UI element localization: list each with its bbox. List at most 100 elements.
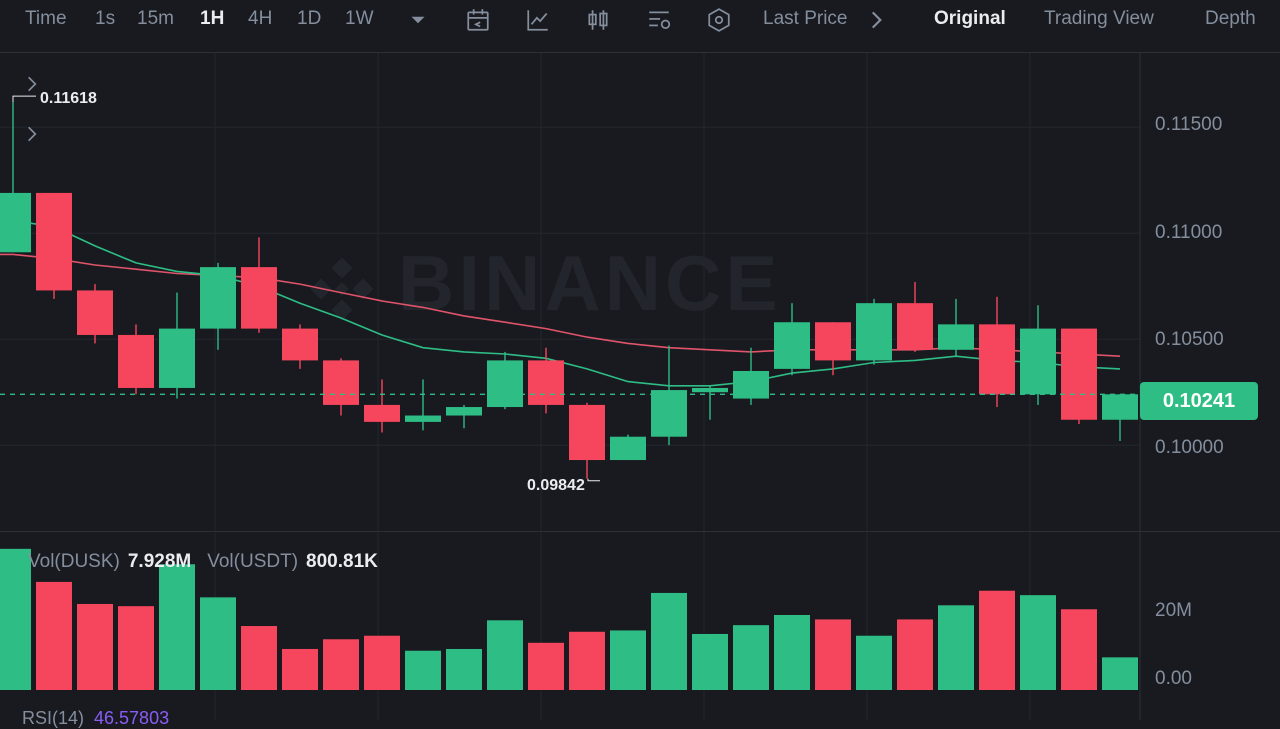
- rsi-legend: RSI(14) 46.57803: [22, 708, 169, 729]
- candle-body: [774, 322, 810, 369]
- expand-overlay-icon[interactable]: [22, 124, 42, 144]
- volume-bar-down: [815, 619, 851, 690]
- candle-body: [200, 267, 236, 329]
- view-original-tab[interactable]: Original: [934, 8, 1006, 29]
- interval-1s[interactable]: 1s: [95, 8, 116, 29]
- candle-up: [1102, 394, 1138, 441]
- candle-body: [118, 334, 154, 388]
- candle-body: [36, 192, 72, 291]
- interval-dropdown-icon[interactable]: [404, 6, 432, 34]
- candle-up: [0, 102, 31, 253]
- candlestick-icon[interactable]: [584, 6, 612, 34]
- candle-body: [364, 404, 400, 422]
- hexagon-settings-icon[interactable]: [705, 6, 733, 34]
- interval-1d[interactable]: 1D: [297, 8, 322, 29]
- candle-up: [200, 262, 236, 350]
- candle-body: [405, 415, 441, 422]
- view-depth-tab[interactable]: Depth: [1205, 8, 1256, 29]
- candle-body: [159, 328, 195, 388]
- candle-down: [569, 402, 605, 479]
- candle-down: [528, 347, 564, 414]
- volume-bar-up: [487, 620, 523, 690]
- candle-body: [323, 360, 359, 405]
- volume-bars-layer: [0, 548, 1138, 690]
- candle-up: [159, 292, 195, 399]
- time-button[interactable]: Time: [25, 8, 67, 29]
- volume-bar-up: [200, 597, 236, 690]
- line-chart-icon[interactable]: [524, 6, 552, 34]
- vol-base-label: Vol(DUSK): [28, 551, 120, 572]
- volume-bar-down: [282, 648, 318, 690]
- interval-1h[interactable]: 1H: [200, 8, 225, 29]
- volume-bar-down: [528, 642, 564, 690]
- interval-4h[interactable]: 4H: [248, 8, 273, 29]
- calendar-icon[interactable]: [464, 6, 492, 34]
- candle-body: [938, 324, 974, 350]
- candle-up: [692, 385, 728, 420]
- candle-body: [1020, 328, 1056, 395]
- candle-up: [774, 303, 810, 376]
- volume-bar-up: [938, 605, 974, 690]
- candle-body: [528, 360, 564, 405]
- price-axis-label: 0.11000: [1155, 222, 1223, 243]
- volume-axis-label: 20M: [1155, 600, 1192, 621]
- candle-body: [487, 360, 523, 408]
- candle-body: [1102, 394, 1138, 420]
- vol-quote-value: 800.81K: [306, 551, 378, 572]
- candle-down: [36, 192, 72, 299]
- volume-bar-down: [241, 626, 277, 690]
- view-tradingview-tab[interactable]: Trading View: [1044, 8, 1154, 29]
- candle-up: [405, 379, 441, 431]
- candle-down: [241, 237, 277, 333]
- last-price-selector[interactable]: Last Price: [763, 8, 848, 29]
- candle-up: [733, 347, 769, 405]
- candle-down: [979, 296, 1015, 408]
- toolbar-divider: [0, 52, 1280, 53]
- volume-bar-up: [651, 592, 687, 690]
- candle-down: [897, 281, 933, 352]
- volume-bar-up: [0, 548, 31, 690]
- volume-bar-down: [569, 631, 605, 690]
- candle-body: [1061, 328, 1097, 420]
- volume-bar-up: [1102, 657, 1138, 690]
- candle-up: [487, 351, 523, 410]
- candle-body: [856, 303, 892, 361]
- candle-body: [610, 436, 646, 461]
- interval-15m[interactable]: 15m: [137, 8, 174, 29]
- volume-legend: Vol(DUSK) 7.928M Vol(USDT) 800.81K: [28, 551, 394, 573]
- high-price-annotation: 0.11618: [40, 90, 97, 107]
- candle-body: [446, 407, 482, 416]
- interval-1w[interactable]: 1W: [345, 8, 374, 29]
- rsi-value: 46.57803: [94, 708, 170, 728]
- binance-watermark: BINANCE: [300, 238, 781, 331]
- toolbar: Time 1s 15m 1H 4H 1D 1W Last Price Origi…: [0, 0, 1280, 40]
- candle-body: [282, 328, 318, 361]
- candle-body: [77, 290, 113, 335]
- low-price-annotation: 0.09842: [527, 477, 585, 494]
- volume-bar-up: [446, 648, 482, 690]
- volume-bar-down: [897, 619, 933, 690]
- candle-down: [815, 322, 851, 376]
- candle-up: [1020, 305, 1056, 405]
- candle-body: [897, 303, 933, 350]
- volume-bar-down: [979, 590, 1015, 690]
- volume-bar-down: [36, 581, 72, 690]
- rsi-label: RSI(14): [22, 708, 85, 728]
- chevron-right-icon[interactable]: [862, 6, 890, 34]
- candle-down: [323, 358, 359, 416]
- candle-body: [815, 322, 851, 361]
- binance-logo-icon: [310, 257, 374, 321]
- expand-indicators-icon[interactable]: [22, 74, 42, 94]
- candle-down: [77, 284, 113, 344]
- volume-panel-divider: [0, 531, 1280, 532]
- indicator-settings-icon[interactable]: [645, 6, 673, 34]
- candle-down: [282, 324, 318, 369]
- volume-bar-down: [118, 606, 154, 690]
- price-axis-label: 0.11500: [1155, 114, 1223, 135]
- price-axis-label: 0.10500: [1155, 329, 1224, 350]
- vol-base-value: 7.928M: [127, 551, 192, 572]
- candle-body: [0, 192, 31, 253]
- candle-body: [241, 267, 277, 329]
- volume-bar-down: [364, 635, 400, 690]
